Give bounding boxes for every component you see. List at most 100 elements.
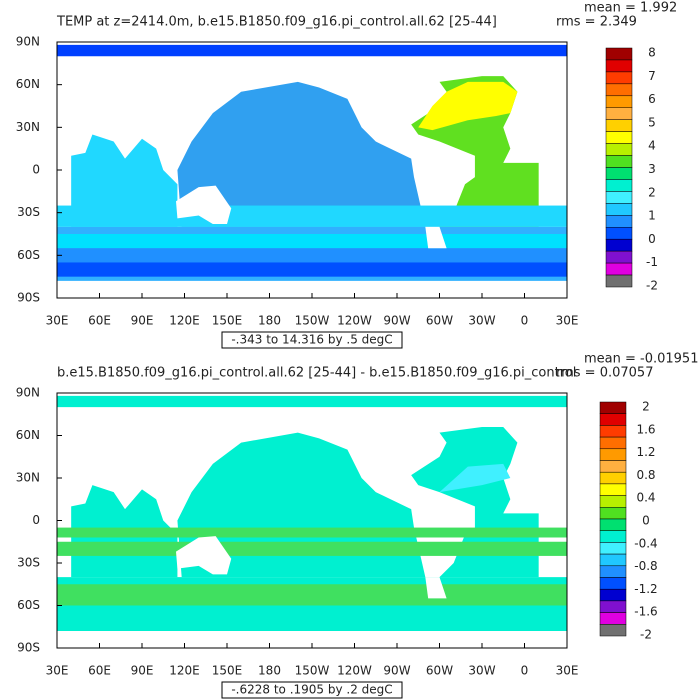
colorbar-box <box>599 518 627 531</box>
x-tick-label: 0 <box>521 314 529 328</box>
ocean-region <box>177 81 426 227</box>
y-tick-label: 90N <box>16 35 40 49</box>
colorbar-label: 4 <box>648 139 656 153</box>
colorbar-box <box>599 436 627 450</box>
x-tick-label: 60W <box>426 314 453 328</box>
y-tick-label: 60S <box>17 598 40 612</box>
colorbar-label: 0.4 <box>636 491 655 505</box>
colorbar-box <box>605 179 633 192</box>
x-tick-label: 30W <box>468 314 495 328</box>
colorbar-box <box>605 107 633 120</box>
mean-label: mean = -0.01951 <box>584 352 698 367</box>
land <box>176 536 232 575</box>
y-tick-label: 90N <box>16 386 40 400</box>
y-tick-label: 30S <box>17 556 40 570</box>
colorbar-box <box>605 262 633 276</box>
contour-band <box>57 248 567 263</box>
contour-band <box>57 205 567 227</box>
panel-title: TEMP at z=2414.0m, b.e15.B1850.f09_g16.p… <box>56 15 497 30</box>
colorbar-box <box>599 471 627 485</box>
ocean-region <box>418 81 518 131</box>
colorbar-box <box>605 203 633 216</box>
y-tick-label: 60N <box>16 77 40 91</box>
colorbar-box <box>605 119 633 132</box>
ocean-region <box>439 463 511 493</box>
colorbar-label: 1 <box>648 209 656 223</box>
colorbar-box <box>605 59 633 73</box>
range-note: -.6228 to .1905 by .2 degC <box>231 683 392 697</box>
x-tick-label: 90W <box>383 664 410 678</box>
range-box <box>221 681 403 699</box>
x-tick-label: 30E <box>46 664 69 678</box>
colorbar-box <box>605 250 633 264</box>
x-tick-label: 60E <box>88 664 111 678</box>
colorbar-label: -2 <box>640 628 652 642</box>
colorbar-box <box>605 47 633 61</box>
y-tick-label: 60N <box>16 428 40 442</box>
range-box <box>221 331 403 349</box>
colorbar-box <box>599 495 627 508</box>
contour-band <box>57 234 567 249</box>
colorbar-box <box>605 227 633 240</box>
colorbar-box <box>599 483 627 496</box>
colorbar-box <box>605 274 633 288</box>
colorbar-box <box>605 131 633 144</box>
contour-band <box>57 527 567 538</box>
colorbar-label: 1.6 <box>636 422 655 436</box>
y-tick-label: 30N <box>16 471 40 485</box>
contour-band <box>57 541 567 556</box>
colorbar-box <box>605 83 633 97</box>
x-tick-label: 180 <box>258 314 281 328</box>
x-tick-label: 120E <box>169 664 200 678</box>
colorbar-box <box>605 191 633 204</box>
colorbar-label: -1.2 <box>634 582 657 596</box>
range-note: -.343 to 14.316 by .5 degC <box>231 333 392 347</box>
colorbar-label: 0 <box>642 514 650 528</box>
x-tick-label: 120E <box>169 314 200 328</box>
x-tick-label: 150W <box>295 664 330 678</box>
x-tick-label: 30E <box>556 664 579 678</box>
contour-band <box>57 584 567 606</box>
colorbar-box <box>599 401 627 414</box>
colorbar-label: 1.2 <box>636 445 655 459</box>
colorbar-label: 5 <box>648 115 656 129</box>
rms-label: rms = 2.349 <box>556 15 637 30</box>
colorbar-box <box>599 588 627 602</box>
ocean-region <box>177 432 426 578</box>
colorbar-box <box>599 565 627 578</box>
colorbar-box <box>605 71 633 85</box>
x-tick-label: 120W <box>337 314 372 328</box>
colorbar-box <box>605 167 633 180</box>
rms-label: rms = 0.07057 <box>556 366 653 381</box>
colorbar-label: 3 <box>648 162 656 176</box>
panel-title: b.e15.B1850.f09_g16.pi_control.all.62 [2… <box>57 366 576 381</box>
colorbar-box <box>605 155 633 168</box>
x-tick-label: 120W <box>337 664 372 678</box>
ocean-region <box>411 427 539 578</box>
colorbar-label: 0 <box>648 232 656 246</box>
colorbar-box <box>605 143 633 156</box>
x-tick-label: 30W <box>468 664 495 678</box>
colorbar-box <box>599 600 627 613</box>
colorbar-label: -2 <box>646 279 658 293</box>
x-tick-label: 60W <box>426 664 453 678</box>
y-tick-label: 60S <box>17 248 40 262</box>
y-tick-label: 30N <box>16 120 40 134</box>
colorbar-label: -0.8 <box>634 559 657 573</box>
colorbar-box <box>599 460 627 473</box>
x-tick-label: 150W <box>295 314 330 328</box>
colorbar-box <box>605 215 633 228</box>
colorbar-label: 7 <box>648 69 656 83</box>
colorbar-box <box>599 530 627 543</box>
colorbar-box <box>599 542 627 555</box>
ocean-region <box>71 134 178 227</box>
ocean-region <box>57 395 567 408</box>
y-tick-label: 0 <box>32 513 40 527</box>
colorbar-box <box>599 425 627 438</box>
colorbar-box <box>599 448 627 461</box>
colorbar-box <box>605 238 633 252</box>
colorbar-box <box>599 577 627 590</box>
colorbar-box <box>599 413 627 426</box>
mean-label: mean = 1.992 <box>584 1 677 16</box>
